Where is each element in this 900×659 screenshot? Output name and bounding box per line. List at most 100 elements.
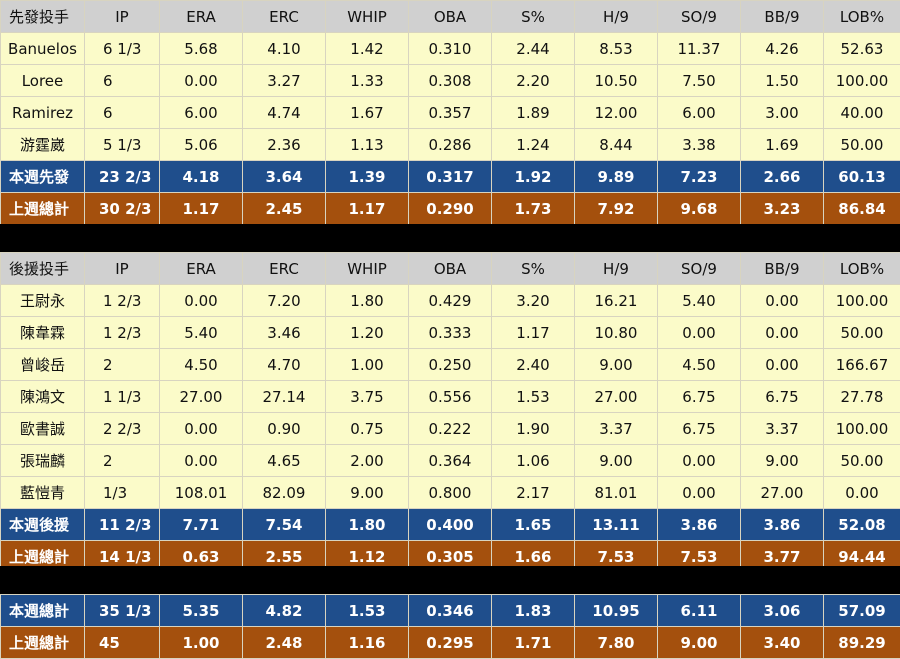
cell-oba: 0.400 — [409, 509, 492, 541]
cell-bb9: 2.66 — [741, 161, 824, 193]
cell-s-pct: 2.40 — [492, 349, 575, 381]
cell-bb9: 3.40 — [741, 627, 824, 659]
cell-whip: 3.75 — [326, 381, 409, 413]
cell-ip: 6 — [85, 97, 160, 129]
cell-so9: 7.50 — [658, 65, 741, 97]
cell-player-name: 歐書誠 — [1, 413, 85, 445]
cell-ip: 1 1/3 — [85, 381, 160, 413]
cell-bb9: 3.00 — [741, 97, 824, 129]
cell-bb9: 0.00 — [741, 285, 824, 317]
cell-erc: 4.10 — [243, 33, 326, 65]
column-header-bb9: BB/9 — [741, 1, 824, 33]
cell-erc: 4.70 — [243, 349, 326, 381]
cell-h9: 27.00 — [575, 381, 658, 413]
cell-oba: 0.290 — [409, 193, 492, 225]
cell-whip: 1.80 — [326, 509, 409, 541]
cell-bb9: 3.37 — [741, 413, 824, 445]
cell-bb9: 6.75 — [741, 381, 824, 413]
cell-so9: 0.00 — [658, 445, 741, 477]
cell-h9: 8.53 — [575, 33, 658, 65]
cell-so9: 7.23 — [658, 161, 741, 193]
cell-lob-pct: 89.29 — [824, 627, 900, 659]
cell-oba: 0.250 — [409, 349, 492, 381]
cell-ip: 2 2/3 — [85, 413, 160, 445]
cell-era: 7.71 — [160, 509, 243, 541]
cell-ip: 5 1/3 — [85, 129, 160, 161]
cell-h9: 16.21 — [575, 285, 658, 317]
cell-so9: 9.68 — [658, 193, 741, 225]
cell-erc: 4.82 — [243, 595, 326, 627]
cell-ip: 2 — [85, 349, 160, 381]
cell-era: 0.00 — [160, 445, 243, 477]
cell-player-name: 陳鴻文 — [1, 381, 85, 413]
cell-s-pct: 2.44 — [492, 33, 575, 65]
cell-so9: 11.37 — [658, 33, 741, 65]
cell-s-pct: 1.73 — [492, 193, 575, 225]
cell-oba: 0.429 — [409, 285, 492, 317]
cell-era: 5.40 — [160, 317, 243, 349]
cell-s-pct: 1.71 — [492, 627, 575, 659]
cell-s-pct: 1.06 — [492, 445, 575, 477]
cell-whip: 1.33 — [326, 65, 409, 97]
cell-ip: 1 2/3 — [85, 317, 160, 349]
column-header-lob-pct: LOB% — [824, 253, 900, 285]
cell-erc: 7.20 — [243, 285, 326, 317]
column-header-bb9: BB/9 — [741, 253, 824, 285]
cell-erc: 3.27 — [243, 65, 326, 97]
cell-erc: 3.46 — [243, 317, 326, 349]
cell-s-pct: 3.20 — [492, 285, 575, 317]
cell-lob-pct: 60.13 — [824, 161, 900, 193]
cell-whip: 1.20 — [326, 317, 409, 349]
column-header-ip: IP — [85, 253, 160, 285]
cell-erc: 2.45 — [243, 193, 326, 225]
column-header-oba: OBA — [409, 253, 492, 285]
cell-erc: 2.36 — [243, 129, 326, 161]
cell-so9: 5.40 — [658, 285, 741, 317]
cell-ip: 45 — [85, 627, 160, 659]
cell-ip: 23 2/3 — [85, 161, 160, 193]
cell-so9: 9.00 — [658, 627, 741, 659]
column-header-erc: ERC — [243, 1, 326, 33]
column-header-h9: H/9 — [575, 253, 658, 285]
column-header-erc: ERC — [243, 253, 326, 285]
cell-player-name: Loree — [1, 65, 85, 97]
cell-erc: 82.09 — [243, 477, 326, 509]
cell-lob-pct: 52.63 — [824, 33, 900, 65]
cell-lob-pct: 40.00 — [824, 97, 900, 129]
cell-era: 6.00 — [160, 97, 243, 129]
cell-h9: 12.00 — [575, 97, 658, 129]
cell-era: 5.06 — [160, 129, 243, 161]
cell-player-name: Banuelos — [1, 33, 85, 65]
column-header-oba: OBA — [409, 1, 492, 33]
cell-s-pct: 1.92 — [492, 161, 575, 193]
cell-ip: 2 — [85, 445, 160, 477]
cell-s-pct: 1.90 — [492, 413, 575, 445]
cell-whip: 2.00 — [326, 445, 409, 477]
cell-whip: 1.13 — [326, 129, 409, 161]
cell-bb9: 1.50 — [741, 65, 824, 97]
cell-h9: 7.92 — [575, 193, 658, 225]
cell-ip: 6 — [85, 65, 160, 97]
cell-player-name: 曾峻岳 — [1, 349, 85, 381]
cell-whip: 1.80 — [326, 285, 409, 317]
cell-player-name: 本週先發 — [1, 161, 85, 193]
cell-so9: 0.00 — [658, 317, 741, 349]
column-header-so9: SO/9 — [658, 253, 741, 285]
cell-player-name: 王尉永 — [1, 285, 85, 317]
cell-erc: 27.14 — [243, 381, 326, 413]
cell-bb9: 3.06 — [741, 595, 824, 627]
cell-erc: 4.74 — [243, 97, 326, 129]
column-header-lob-pct: LOB% — [824, 1, 900, 33]
cell-oba: 0.364 — [409, 445, 492, 477]
cell-bb9: 1.69 — [741, 129, 824, 161]
cell-s-pct: 1.83 — [492, 595, 575, 627]
